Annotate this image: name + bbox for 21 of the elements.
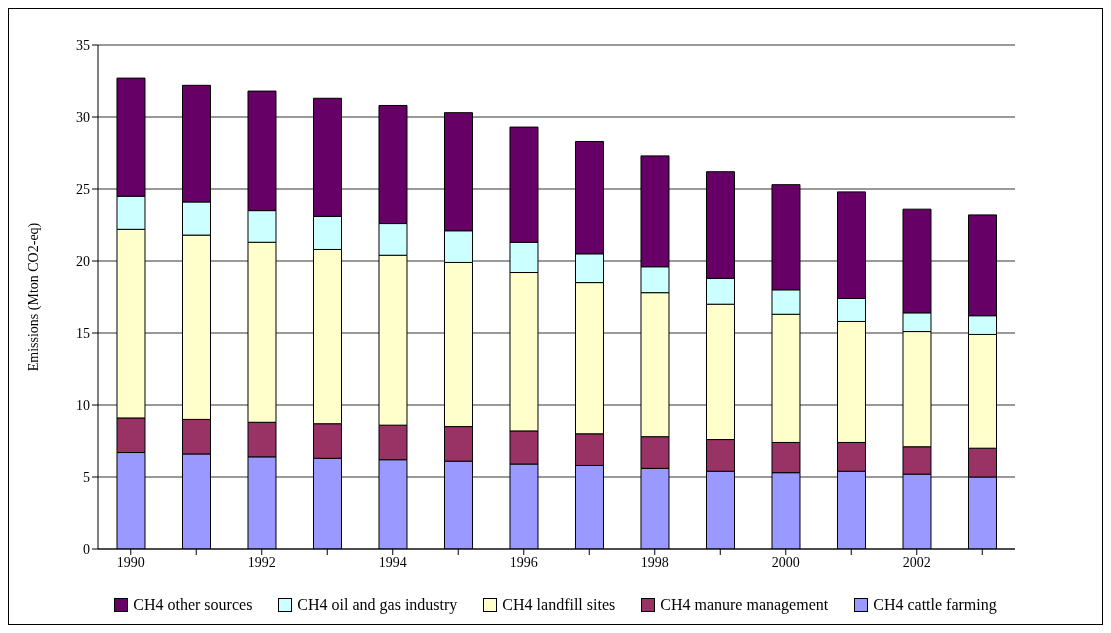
x-tick-label: 1994 [378, 554, 407, 570]
y-tick-label: 15 [76, 325, 90, 341]
x-tick-label: 2000 [771, 554, 800, 570]
legend-label: CH4 manure management [660, 596, 829, 614]
x-tick-label: 1990 [116, 554, 145, 570]
y-tick-label: 35 [76, 37, 90, 53]
x-tick-label: 2002 [902, 554, 931, 570]
legend-label: CH4 oil and gas industry [297, 596, 458, 614]
y-tick-label: 5 [83, 469, 90, 485]
legend-label: CH4 cattle farming [873, 596, 997, 614]
x-tick-label: 1992 [247, 554, 276, 570]
y-axis-title: Emissions (Mton CO2-eq) [25, 222, 42, 372]
y-tick-label: 20 [76, 253, 90, 269]
y-tick-label: 30 [76, 109, 90, 125]
y-tick-label: 25 [76, 181, 90, 197]
x-tick-label: 1998 [640, 554, 669, 570]
legend-label: CH4 landfill sites [502, 596, 616, 614]
x-tick-label: 1996 [509, 554, 538, 570]
legend-label: CH4 other sources [133, 596, 253, 614]
y-tick-label: 10 [76, 397, 90, 413]
y-tick-label: 0 [83, 541, 90, 557]
